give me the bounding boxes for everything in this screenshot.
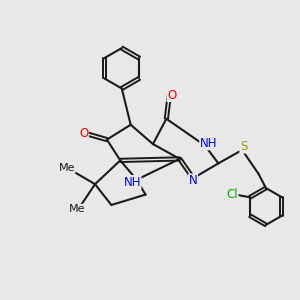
Text: NH: NH: [200, 137, 217, 150]
Text: NH: NH: [123, 176, 141, 189]
Text: O: O: [79, 127, 88, 140]
Text: Cl: Cl: [226, 188, 238, 201]
Text: Me: Me: [58, 163, 75, 173]
Text: Me: Me: [69, 204, 85, 214]
Text: O: O: [167, 88, 176, 101]
Text: N: N: [189, 174, 197, 187]
Text: S: S: [240, 140, 247, 153]
